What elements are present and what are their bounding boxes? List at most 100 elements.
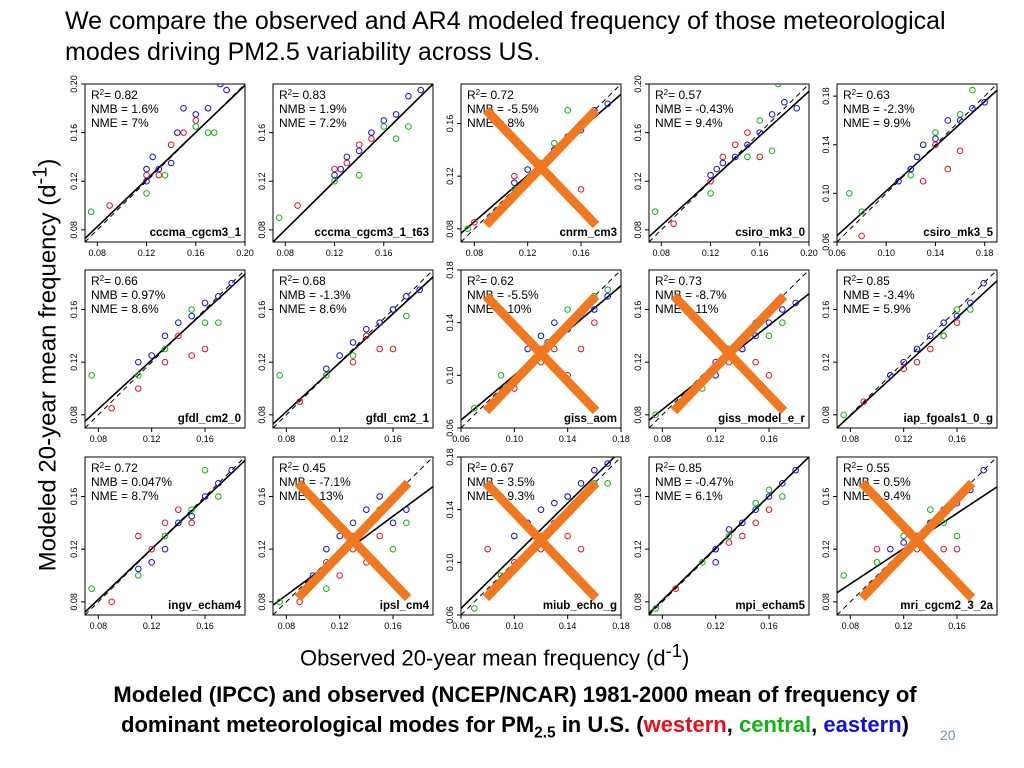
data-point-central: [403, 312, 410, 320]
data-point-central: [471, 404, 478, 412]
data-point-central: [765, 332, 773, 340]
r2-label: R2= 0.83: [279, 88, 326, 103]
plot-frame: [84, 269, 246, 429]
data-point-central: [564, 306, 571, 313]
data-point-central: [953, 532, 961, 540]
one-to-one-line: [85, 270, 245, 428]
y-tick-label: 0.06: [445, 606, 455, 624]
y-tick-label: 0.16: [257, 301, 267, 319]
data-point-eastern: [551, 319, 558, 326]
data-point-central: [276, 372, 283, 379]
rejection-cross-stroke: [294, 479, 412, 602]
data-point-eastern: [907, 165, 915, 173]
data-point-eastern: [604, 460, 611, 467]
data-point-eastern: [392, 111, 400, 118]
data-point-eastern: [956, 117, 964, 124]
scatter-panel-cccma_cgcm3_1: 0.08 0.12 0.16 0.20 0.08 0.12 0.16 0.20 R2= 0.82…: [69, 75, 254, 258]
y-tick-label: 0.10: [821, 185, 831, 203]
data-point-eastern: [215, 480, 222, 487]
rejection-cross-stroke: [670, 292, 788, 415]
y-tick-label: 0.06: [445, 419, 455, 437]
data-point-central: [768, 147, 776, 155]
x-tick-label: 0.16: [572, 248, 590, 258]
y-tick-label: 0.20: [69, 75, 79, 93]
x-tick-label: 0.08: [654, 621, 672, 631]
data-point-eastern: [792, 299, 799, 307]
data-point-eastern: [175, 319, 182, 326]
data-point-western: [135, 532, 142, 540]
data-point-western: [765, 506, 773, 513]
data-point-central: [604, 480, 611, 487]
data-point-central: [840, 411, 847, 419]
data-point-central: [551, 139, 558, 147]
plot-frame: [648, 456, 810, 616]
y-tick-label: 0.16: [633, 488, 643, 506]
data-point-eastern: [135, 358, 142, 366]
y-tick-label: 0.08: [633, 406, 643, 424]
one-to-one-line: [273, 270, 433, 428]
legend-eastern: eastern: [823, 712, 902, 737]
data-point-eastern: [591, 466, 598, 474]
data-point-central: [135, 372, 142, 379]
model-name-label: cccma_cgcm3_1: [150, 227, 242, 239]
data-point-western: [148, 545, 155, 553]
nme-label: NME = 8.6%: [91, 302, 159, 316]
data-point-eastern: [323, 545, 330, 553]
y-tick-label: 0.16: [633, 124, 643, 142]
regression-line: [85, 84, 245, 240]
data-point-eastern: [201, 299, 209, 307]
x-tick-label: 0.16: [196, 621, 214, 631]
data-point-western: [331, 165, 338, 173]
data-point-eastern: [323, 365, 330, 373]
data-point-western: [188, 352, 195, 359]
model-name-label: miub_echo_g: [543, 600, 617, 612]
data-point-eastern: [511, 179, 518, 187]
data-point-eastern: [913, 153, 921, 161]
x-tick-label: 0.16: [948, 621, 966, 631]
nmb-label: NMB = -0.43%: [655, 102, 734, 116]
data-point-central: [858, 208, 865, 215]
x-tick-label: 0.16: [375, 248, 393, 258]
data-point-western: [471, 218, 478, 226]
data-point-eastern: [887, 372, 894, 379]
y-tick-label: 0.12: [69, 540, 79, 558]
y-tick-label: 0.08: [257, 221, 267, 239]
data-point-eastern: [192, 111, 200, 118]
data-point-eastern: [143, 165, 150, 173]
regression-line: [273, 276, 433, 425]
plot-frame: [836, 269, 998, 429]
data-point-central: [956, 111, 964, 118]
data-point-central: [87, 208, 95, 215]
data-point-eastern: [940, 319, 947, 326]
data-point-central: [900, 532, 907, 540]
model-name-label: gfdl_cm2_1: [366, 413, 430, 425]
data-point-western: [577, 186, 585, 193]
data-point-eastern: [349, 519, 357, 527]
r2-label: R2= 0.45: [279, 461, 326, 476]
data-point-eastern: [765, 493, 773, 500]
data-point-central: [652, 605, 659, 612]
data-point-eastern: [900, 358, 907, 366]
data-point-eastern: [355, 147, 363, 155]
data-point-eastern: [343, 153, 351, 161]
y-tick-label: 0.08: [257, 593, 267, 611]
data-point-western: [919, 177, 927, 185]
x-tick-label: 0.16: [384, 621, 402, 631]
data-point-eastern: [389, 519, 397, 527]
data-point-eastern: [725, 526, 733, 533]
data-point-western: [913, 358, 921, 366]
data-point-eastern: [793, 105, 800, 112]
x-tick-label: 0.08: [90, 621, 108, 631]
y-tick-label: 0.08: [257, 406, 267, 424]
model-name-label: ingv_echam4: [168, 600, 241, 612]
data-point-eastern: [537, 506, 545, 513]
x-tick-label: 0.16: [384, 434, 402, 444]
y-tick-label: 0.16: [257, 124, 267, 142]
y-tick-label: 0.08: [445, 220, 455, 238]
data-point-western: [389, 345, 397, 353]
x-tick-label: 0.08: [278, 434, 296, 444]
r2-label: R2= 0.85: [843, 274, 890, 289]
y-tick-label: 0.12: [821, 540, 831, 558]
